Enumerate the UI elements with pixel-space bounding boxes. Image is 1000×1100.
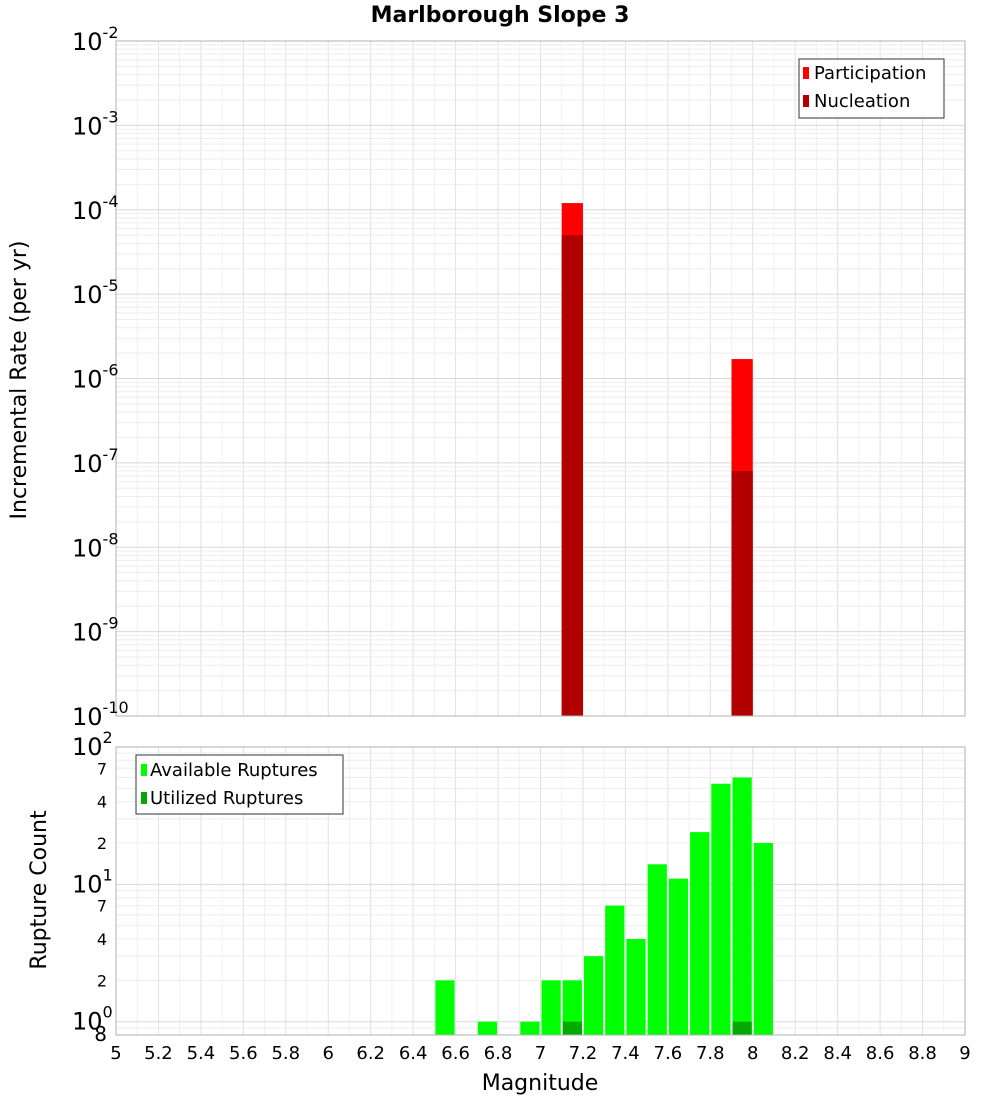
top-y-tick-exp: -5	[103, 276, 119, 295]
x-ticks: 5 5.2 5.4 5.6 5.8 6 6.2 6.4 6.6 6.8 7 7.2 7.4 7.6 7.8 8…	[110, 1043, 970, 1064]
x-tick-label: 6.4	[399, 1043, 428, 1064]
legend-label-utilized-ruptures: Utilized Ruptures	[150, 788, 303, 809]
bar-available-ruptures	[690, 832, 710, 1035]
x-tick-label: 7.8	[696, 1043, 725, 1064]
bottom-legend: Available Ruptures Utilized Ruptures	[135, 754, 344, 815]
x-tick-label: 5.4	[187, 1043, 216, 1064]
top-y-tick-exp: -10	[103, 698, 129, 717]
bottom-legend-box	[135, 754, 344, 815]
top-legend-box	[798, 58, 945, 119]
top-y-tick-exp: -4	[103, 192, 119, 211]
bar-available-ruptures	[435, 980, 455, 1035]
legend-swatch-available-ruptures	[141, 764, 147, 776]
x-tick-label: 6.2	[356, 1043, 385, 1064]
x-tick-label: 8.6	[866, 1043, 895, 1064]
x-tick-label: 8	[747, 1043, 758, 1064]
bar-available-ruptures	[732, 777, 752, 1035]
top-y-tick-exp: -7	[103, 445, 119, 464]
top-y-tick-exp: -3	[103, 107, 119, 126]
bottom-bars	[435, 777, 773, 1035]
x-tick-label: 7.2	[569, 1043, 598, 1064]
grid	[115, 40, 966, 1036]
top-y-axis-label: Incremental Rate (per yr)	[7, 241, 32, 520]
bottom-y-minor-tick-label: 8	[94, 1022, 107, 1046]
x-tick-label: 6.6	[441, 1043, 470, 1064]
chart-title: Marlborough Slope 3	[371, 3, 630, 28]
legend-label-nucleation: Nucleation	[814, 91, 910, 112]
top-bars	[561, 203, 753, 716]
top-y-tick-exp: -9	[103, 614, 119, 633]
x-tick-label: 5	[110, 1043, 121, 1064]
bar-utilized-ruptures	[732, 1021, 752, 1035]
x-tick-label: 8.8	[908, 1043, 937, 1064]
top-y-tick-exp: -6	[103, 361, 119, 380]
bottom-y-minor-tick-label: 4	[97, 793, 107, 812]
top-y-tick-label: 10-3	[72, 107, 119, 140]
bar-available-ruptures	[541, 980, 561, 1035]
bar-available-ruptures	[753, 843, 773, 1035]
legend-swatch-nucleation	[803, 95, 809, 107]
x-tick-label: 8.2	[781, 1043, 810, 1064]
bar-available-ruptures	[520, 1021, 540, 1035]
bar-available-ruptures	[477, 1021, 498, 1035]
top-y-tick-label: 10-4	[72, 192, 119, 225]
bottom-plot-border	[115, 746, 966, 1036]
top-y-tick-exp: -8	[103, 529, 119, 548]
x-tick-label: 5.8	[271, 1043, 300, 1064]
bottom-y-major-tick-exp: 0	[103, 1003, 113, 1022]
x-tick-label: 7.6	[654, 1043, 683, 1064]
x-tick-label: 6.8	[484, 1043, 513, 1064]
legend-label-participation: Participation	[814, 63, 926, 84]
top-y-tick-label: 10-6	[72, 361, 119, 394]
bar-nucleation	[731, 471, 753, 716]
top-y-tick-label: 10-8	[72, 529, 119, 562]
bottom-y-minor-tick-label: 2	[97, 834, 107, 853]
bottom-y-minor-tick-label: 7	[97, 759, 107, 778]
bottom-y-minor-tick-label: 4	[97, 930, 107, 949]
bar-available-ruptures	[583, 956, 604, 1035]
top-legend: Participation Nucleation	[798, 58, 945, 119]
bar-nucleation	[561, 235, 583, 716]
bar-available-ruptures	[605, 905, 625, 1035]
bottom-y-major-tick-exp: 1	[103, 865, 113, 884]
top-y-tick-label: 10-9	[72, 614, 119, 647]
bottom-y-major-tick-label: 102	[72, 728, 113, 761]
bottom-y-major-tick-exp: 2	[103, 728, 113, 747]
x-tick-label: 5.6	[229, 1043, 258, 1064]
top-y-ticks: 10-10 10-9 10-8 10-7 10-6 10-5 10-4 10-3 10-2	[72, 23, 129, 731]
top-y-tick-exp: -2	[103, 23, 119, 42]
x-axis-label: Magnitude	[482, 1071, 599, 1096]
top-y-tick-label: 10-10	[72, 698, 129, 731]
top-y-tick-label: 10-7	[72, 445, 119, 478]
top-y-tick-label: 10-2	[72, 23, 119, 56]
x-tick-label: 5.2	[144, 1043, 173, 1064]
bar-utilized-ruptures	[562, 1021, 582, 1035]
bottom-y-minor-tick-label: 7	[97, 897, 107, 916]
bar-available-ruptures	[647, 864, 667, 1035]
x-tick-label: 9	[959, 1043, 970, 1064]
bar-available-ruptures	[711, 783, 731, 1035]
top-y-tick-label: 10-5	[72, 276, 119, 309]
bar-available-ruptures	[562, 980, 582, 1035]
x-tick-label: 7.4	[611, 1043, 640, 1064]
x-tick-label: 7	[535, 1043, 546, 1064]
legend-swatch-utilized-ruptures	[141, 792, 147, 804]
bar-available-ruptures	[626, 939, 646, 1035]
legend-swatch-participation	[803, 67, 809, 79]
bottom-y-major-tick-label: 101	[72, 865, 113, 898]
x-tick-label: 8.4	[823, 1043, 852, 1064]
x-tick-label: 6	[323, 1043, 334, 1064]
top-plot-border	[115, 40, 966, 717]
bottom-y-minor-tick-label: 2	[97, 971, 107, 990]
legend-label-available-ruptures: Available Ruptures	[150, 760, 318, 781]
bar-available-ruptures	[668, 878, 689, 1035]
bottom-y-axis-label: Rupture Count	[27, 810, 52, 970]
